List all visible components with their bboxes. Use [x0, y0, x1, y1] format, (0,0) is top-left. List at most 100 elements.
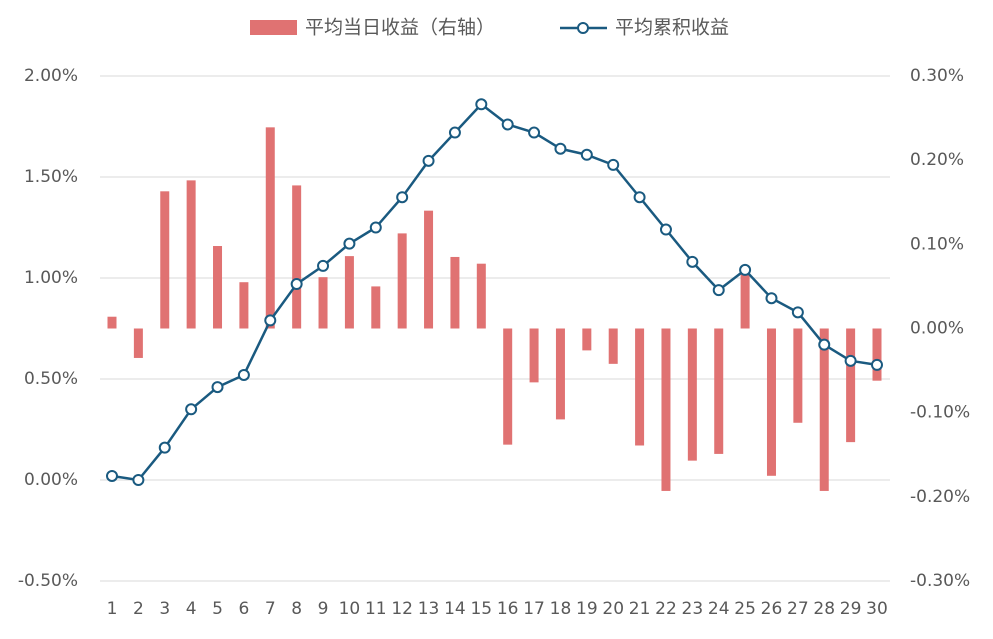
x-tick-label: 29 — [840, 599, 862, 619]
bar — [582, 328, 592, 351]
y-tick-label: 0.50% — [24, 369, 78, 389]
line-marker — [158, 441, 171, 454]
bar — [160, 191, 170, 329]
line-marker — [607, 158, 620, 171]
x-tick-label: 19 — [576, 599, 598, 619]
y-tick-label: 1.50% — [24, 167, 78, 187]
x-tick-label: 30 — [866, 599, 888, 619]
line-marker — [712, 284, 725, 297]
line-marker — [739, 263, 752, 276]
legend-label: 平均当日收益（右轴） — [305, 17, 495, 39]
x-tick-label: 2 — [133, 599, 144, 619]
x-tick-label: 13 — [418, 599, 440, 619]
line-marker — [237, 368, 250, 381]
line-marker — [106, 469, 118, 482]
bar — [476, 263, 486, 329]
line-marker — [528, 126, 541, 139]
line-marker — [501, 118, 514, 131]
bar — [687, 328, 697, 461]
y-tick-label: 2.00% — [24, 66, 78, 86]
x-tick-label: 17 — [523, 599, 545, 619]
bar — [450, 256, 460, 329]
x-tick-label: 4 — [186, 599, 197, 619]
line-marker — [369, 221, 382, 234]
line-marker — [818, 338, 831, 351]
x-tick-label: 24 — [708, 599, 730, 619]
line-marker — [580, 148, 593, 161]
line-marker — [475, 98, 488, 111]
legend: 平均当日收益（右轴） 平均累积收益 — [250, 17, 729, 39]
x-tick-label: 3 — [159, 599, 170, 619]
x-tick-label: 7 — [265, 599, 276, 619]
bar — [608, 328, 618, 364]
x-tick-label: 6 — [238, 599, 249, 619]
x-tick-label: 26 — [761, 599, 783, 619]
y-tick-label: 0.00% — [24, 470, 78, 490]
bar — [424, 210, 434, 329]
x-tick-label: 10 — [339, 599, 361, 619]
bar — [397, 233, 407, 329]
y-tick-label: 1.00% — [24, 268, 78, 288]
legend-label: 平均累积收益 — [615, 17, 729, 39]
x-tick-label: 8 — [291, 599, 302, 619]
line-marker — [448, 126, 461, 139]
x-tick-label: 15 — [470, 599, 492, 619]
y2-tick-label: 0.20% — [910, 150, 964, 170]
x-tick-label: 27 — [787, 599, 809, 619]
bar — [344, 256, 354, 329]
x-tick-label: 23 — [682, 599, 704, 619]
x-tick-label: 16 — [497, 599, 519, 619]
x-tick-label: 25 — [734, 599, 756, 619]
bar — [846, 328, 856, 443]
bar — [503, 328, 513, 445]
x-tick-label: 28 — [813, 599, 835, 619]
bar — [819, 328, 829, 491]
legend-marker — [577, 22, 589, 34]
bar — [714, 328, 724, 454]
line-marker — [422, 154, 435, 167]
line-marker — [633, 191, 646, 204]
line-marker — [396, 191, 409, 204]
line-marker — [686, 255, 699, 268]
bar — [635, 328, 645, 446]
bar — [529, 328, 539, 383]
line-marker — [765, 292, 778, 305]
x-tick-label: 20 — [602, 599, 624, 619]
bar — [107, 316, 117, 329]
bar — [239, 282, 249, 329]
bar — [661, 328, 671, 491]
x-tick-label: 11 — [365, 599, 387, 619]
x-tick-label: 12 — [391, 599, 413, 619]
y2-tick-label: 0.10% — [910, 234, 964, 254]
bar — [793, 328, 803, 423]
y2-tick-label: -0.20% — [910, 487, 970, 507]
bar — [213, 246, 223, 329]
line-marker — [290, 278, 303, 291]
bar — [555, 328, 565, 420]
y-tick-label: -0.50% — [18, 571, 78, 591]
x-tick-label: 5 — [212, 599, 223, 619]
x-tick-label: 1 — [107, 599, 118, 619]
line-marker — [211, 381, 224, 394]
line-marker — [791, 306, 804, 319]
bar — [766, 328, 776, 476]
bar — [318, 277, 328, 329]
bar — [133, 328, 143, 358]
x-tick-label: 21 — [629, 599, 651, 619]
x-tick-label: 18 — [550, 599, 572, 619]
legend-swatch — [250, 20, 297, 35]
bar — [371, 286, 381, 329]
line-marker — [844, 354, 857, 367]
x-tick-label: 14 — [444, 599, 466, 619]
x-tick-label: 9 — [318, 599, 329, 619]
y2-tick-label: 0.00% — [910, 319, 964, 339]
line-marker — [554, 142, 567, 155]
y2-tick-label: 0.30% — [910, 66, 964, 86]
line-marker — [343, 237, 356, 250]
line-marker — [871, 358, 883, 371]
line-marker — [132, 474, 145, 486]
line-marker — [659, 223, 672, 236]
bar — [265, 127, 275, 329]
line-marker — [185, 403, 198, 416]
